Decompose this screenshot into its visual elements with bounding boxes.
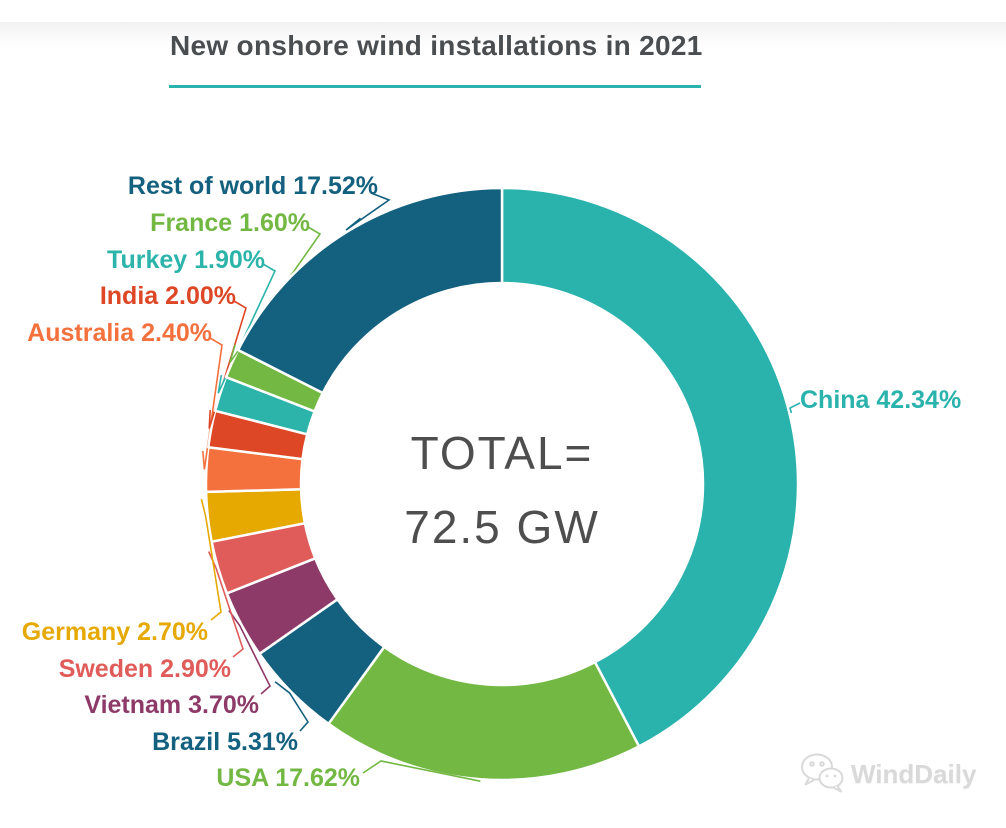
leader-line-vietnam <box>228 610 271 695</box>
slice-label-france: France 1.60% <box>150 209 310 237</box>
slice-label-rest-of-world: Rest of world 17.52% <box>127 172 378 200</box>
center-total-line2: 72.5 GW <box>404 501 600 553</box>
leader-line-usa <box>362 760 481 782</box>
slice-label-australia: Australia 2.40% <box>27 319 212 347</box>
center-total-line1: TOTAL= <box>410 427 594 479</box>
donut-slice-usa[interactable] <box>327 645 641 782</box>
slice-label-turkey: Turkey 1.90% <box>107 246 265 274</box>
donut-slice-china[interactable] <box>500 186 800 748</box>
slice-label-vietnam: Vietnam 3.70% <box>84 691 259 719</box>
leader-line-germany <box>200 498 222 621</box>
slice-label-china: China 42.34% <box>800 386 962 414</box>
slice-label-usa: USA 17.62% <box>216 764 360 792</box>
watermark: WindDaily <box>798 750 976 798</box>
slice-label-brazil: Brazil 5.31% <box>152 728 298 756</box>
title-underline <box>169 85 701 88</box>
leader-line-australia <box>202 337 223 470</box>
slice-label-india: India 2.00% <box>99 282 236 310</box>
chart-title: New onshore wind installations in 2021 <box>170 30 703 61</box>
slice-label-germany: Germany 2.70% <box>21 618 208 646</box>
leader-line-china <box>789 402 801 414</box>
leader-line-india <box>208 300 247 429</box>
wechat-icon <box>801 753 844 793</box>
leader-line-rest-of-world <box>345 192 391 231</box>
leader-line-brazil <box>274 681 309 732</box>
top-gradient-band <box>0 22 1006 48</box>
slice-label-sweden: Sweden 2.90% <box>58 655 231 683</box>
watermark-text: WindDaily <box>851 758 977 789</box>
donut-slice-rest-of-world[interactable] <box>236 186 504 395</box>
donut-center-total: TOTAL= 72.5 GW <box>302 416 702 564</box>
